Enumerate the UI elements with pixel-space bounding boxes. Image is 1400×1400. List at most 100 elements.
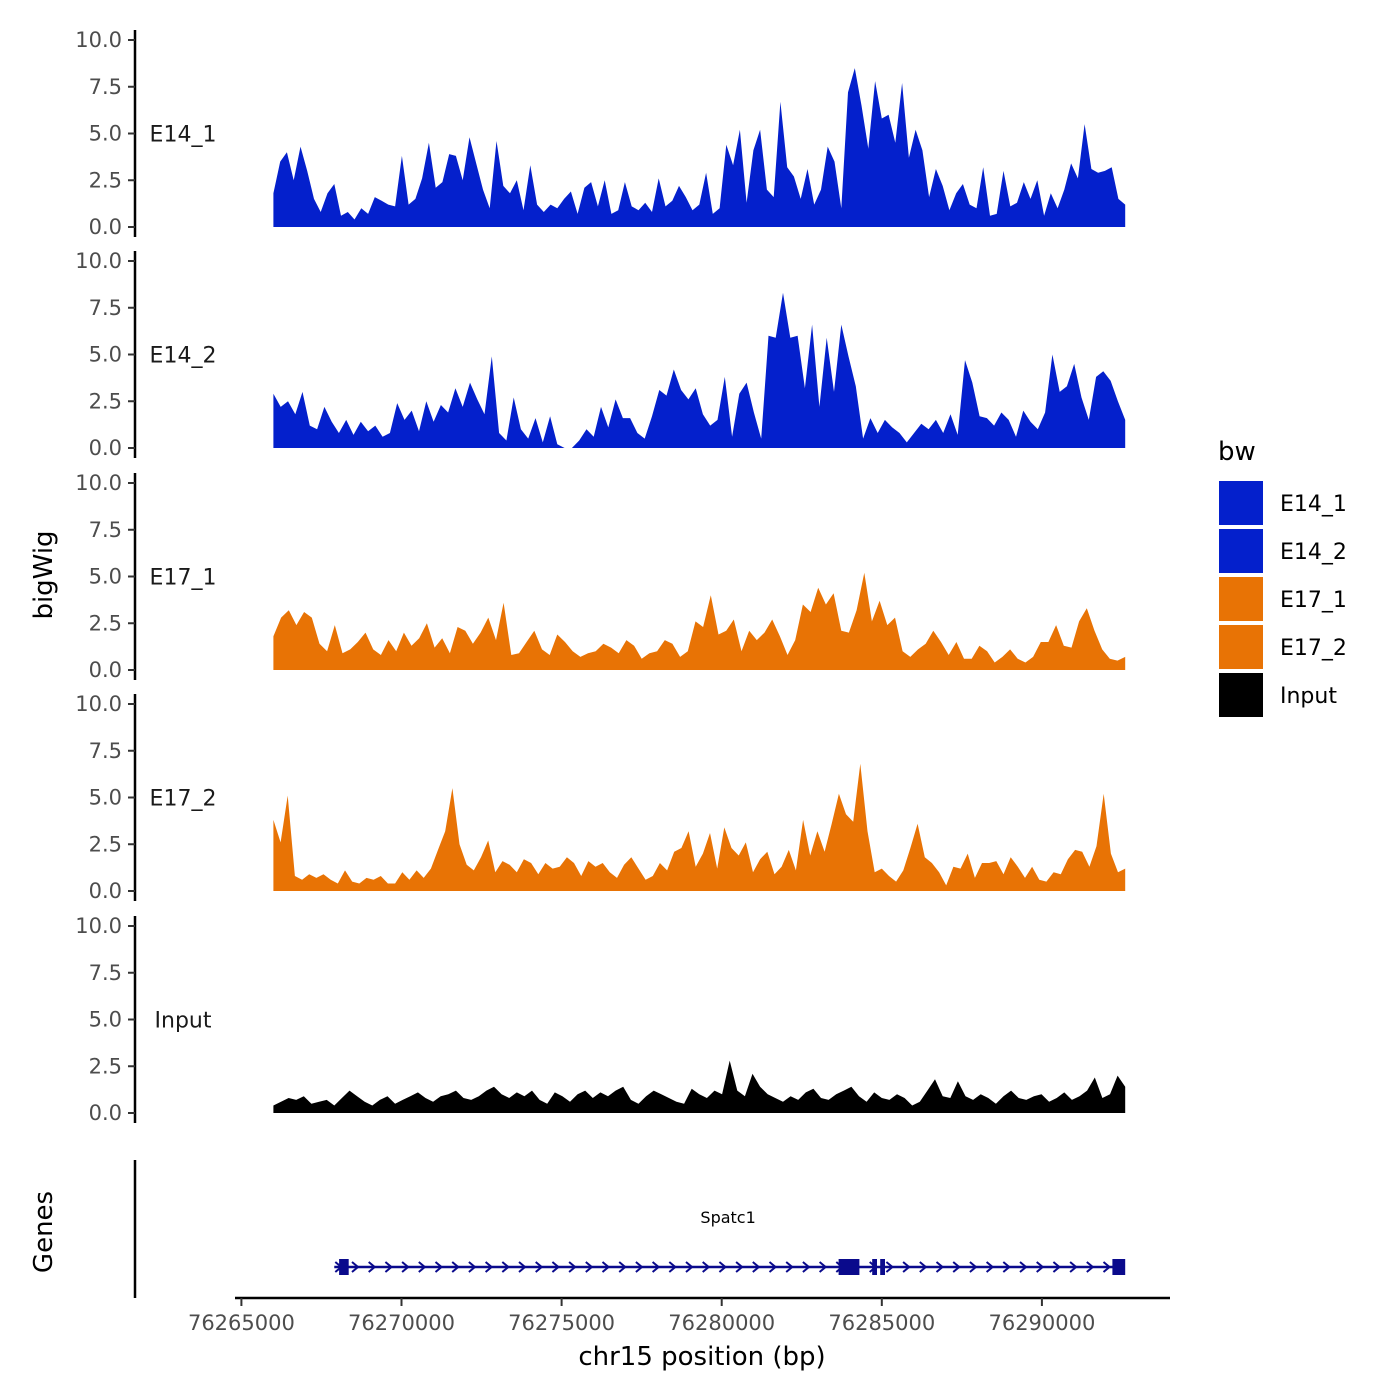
strand-arrow	[351, 1261, 360, 1273]
strand-arrow	[752, 1261, 761, 1273]
gene-exon	[838, 1259, 860, 1275]
legend-entry-E14_1: E14_1	[1217, 479, 1347, 527]
strand-arrow	[885, 1261, 894, 1273]
y-tick-label: 5.0	[89, 122, 122, 146]
coverage-area-E17_1	[273, 572, 1126, 670]
track-panel-Input: 0.0 2.5 5.0 7.5 10.0 Input	[75, 914, 1126, 1125]
track-label: E17_1	[150, 566, 217, 591]
strand-arrow	[501, 1261, 510, 1273]
gene-exon	[339, 1259, 349, 1275]
strand-arrow	[818, 1261, 828, 1273]
legend-swatch	[1217, 623, 1265, 671]
legend-entry-E17_2: E17_2	[1217, 623, 1347, 671]
strand-arrow	[935, 1261, 945, 1273]
strand-arrow	[418, 1261, 427, 1273]
y-tick-label: 10.0	[75, 692, 122, 716]
strand-arrow	[518, 1261, 527, 1273]
y-tick-label: 2.5	[89, 168, 122, 192]
legend-entry-E17_1: E17_1	[1217, 575, 1347, 623]
strand-arrow	[1069, 1261, 1078, 1273]
strand-arrow	[535, 1261, 544, 1273]
strand-arrow	[985, 1261, 995, 1273]
track-panel-E17_2: 0.0 2.5 5.0 7.5 10.0 E17_2	[75, 692, 1126, 903]
gene-name-label: Spatc1	[700, 1208, 755, 1227]
y-tick-label: 7.5	[89, 961, 122, 985]
legend-label: E17_1	[1280, 588, 1347, 613]
y-tick-label: 5.0	[89, 1008, 122, 1032]
strand-arrow	[468, 1261, 477, 1273]
track-panels: 0.0 2.5 5.0 7.5 10.0 E14_1 0.0 2.5 5.0 7.5 10.0 E14…	[75, 28, 1126, 1125]
y-tick-label: 10.0	[75, 914, 122, 938]
legend-entry-Input: Input	[1217, 671, 1337, 719]
x-tick-label: 76275000	[508, 1311, 615, 1335]
x-axis-title: chr15 position (bp)	[578, 1342, 825, 1372]
legend-items: E14_1 E14_2 E17_1 E17_2 Input	[1217, 479, 1347, 719]
strand-arrow	[785, 1261, 794, 1273]
x-tick-label: 76280000	[668, 1311, 775, 1335]
y-tick-label: 7.5	[89, 296, 122, 320]
legend-swatch	[1217, 527, 1265, 575]
strand-arrow	[685, 1261, 694, 1273]
strand-arrow	[618, 1261, 627, 1273]
y-tick-label: 0.0	[89, 658, 122, 682]
y-tick-label: 2.5	[89, 832, 122, 856]
strand-arrow	[768, 1261, 778, 1273]
strand-arrow	[1052, 1261, 1061, 1273]
gene-track: Spatc1	[334, 1208, 1126, 1275]
x-tick-label: 76290000	[988, 1311, 1095, 1335]
track-label: E14_1	[150, 123, 217, 148]
y-tick-label: 7.5	[89, 75, 122, 99]
coverage-area-Input	[273, 1060, 1126, 1113]
track-label: Input	[155, 1009, 212, 1034]
strand-arrow	[1036, 1261, 1045, 1273]
strand-arrow	[434, 1261, 444, 1273]
gene-Spatc1: Spatc1	[334, 1208, 1126, 1275]
track-panel-E17_1: 0.0 2.5 5.0 7.5 10.0 E17_1	[75, 471, 1126, 682]
legend-swatch	[1217, 575, 1265, 623]
x-axis-ticks: 76265000 76270000 76275000 76280000 76285000…	[188, 1298, 1095, 1335]
y-tick-label: 5.0	[89, 786, 122, 810]
y-tick-label: 10.0	[75, 28, 122, 52]
strand-arrow	[484, 1261, 494, 1273]
legend-label: E17_2	[1280, 636, 1347, 661]
strand-arrow	[952, 1261, 961, 1273]
strand-arrow	[401, 1261, 410, 1273]
strand-arrow	[969, 1261, 978, 1273]
coverage-area-E17_2	[273, 763, 1126, 891]
y-tick-label: 10.0	[75, 249, 122, 273]
y-tick-label: 0.0	[89, 1101, 122, 1125]
y-tick-label: 0.0	[89, 215, 122, 239]
track-panel-E14_1: 0.0 2.5 5.0 7.5 10.0 E14_1	[75, 28, 1126, 239]
strand-arrow	[735, 1261, 744, 1273]
strand-arrow	[551, 1261, 560, 1273]
legend-label: E14_2	[1280, 540, 1347, 565]
genes-panel: Spatc1	[133, 1160, 1126, 1298]
gene-exon	[880, 1259, 885, 1275]
legend-entry-E14_2: E14_2	[1217, 527, 1347, 575]
y-tick-label: 2.5	[89, 611, 122, 635]
legend: bw E14_1 E14_2 E17_1 E17_2 Input	[1217, 437, 1347, 719]
legend-swatch	[1217, 671, 1265, 719]
strand-arrow	[1086, 1261, 1095, 1273]
track-label: E14_2	[150, 344, 217, 369]
strand-arrow	[1019, 1261, 1028, 1273]
track-label: E17_2	[150, 787, 217, 812]
strand-arrow	[568, 1261, 577, 1273]
x-tick-label: 76265000	[188, 1311, 295, 1335]
strand-arrow	[919, 1261, 928, 1273]
strand-arrow	[651, 1261, 661, 1273]
strand-arrow	[635, 1261, 644, 1273]
strand-arrow	[702, 1261, 711, 1273]
x-tick-label: 76270000	[348, 1311, 455, 1335]
x-axis: 76265000 76270000 76275000 76280000 76285000…	[188, 1296, 1170, 1372]
strand-arrow	[368, 1261, 377, 1273]
y-tick-label: 0.0	[89, 436, 122, 460]
strand-arrow	[902, 1261, 911, 1273]
y-axis-title: bigWig	[29, 530, 59, 619]
strand-arrow	[1002, 1261, 1011, 1273]
y-tick-label: 5.0	[89, 343, 122, 367]
legend-title: bw	[1218, 437, 1256, 467]
y-tick-label: 5.0	[89, 565, 122, 589]
y-tick-label: 7.5	[89, 518, 122, 542]
